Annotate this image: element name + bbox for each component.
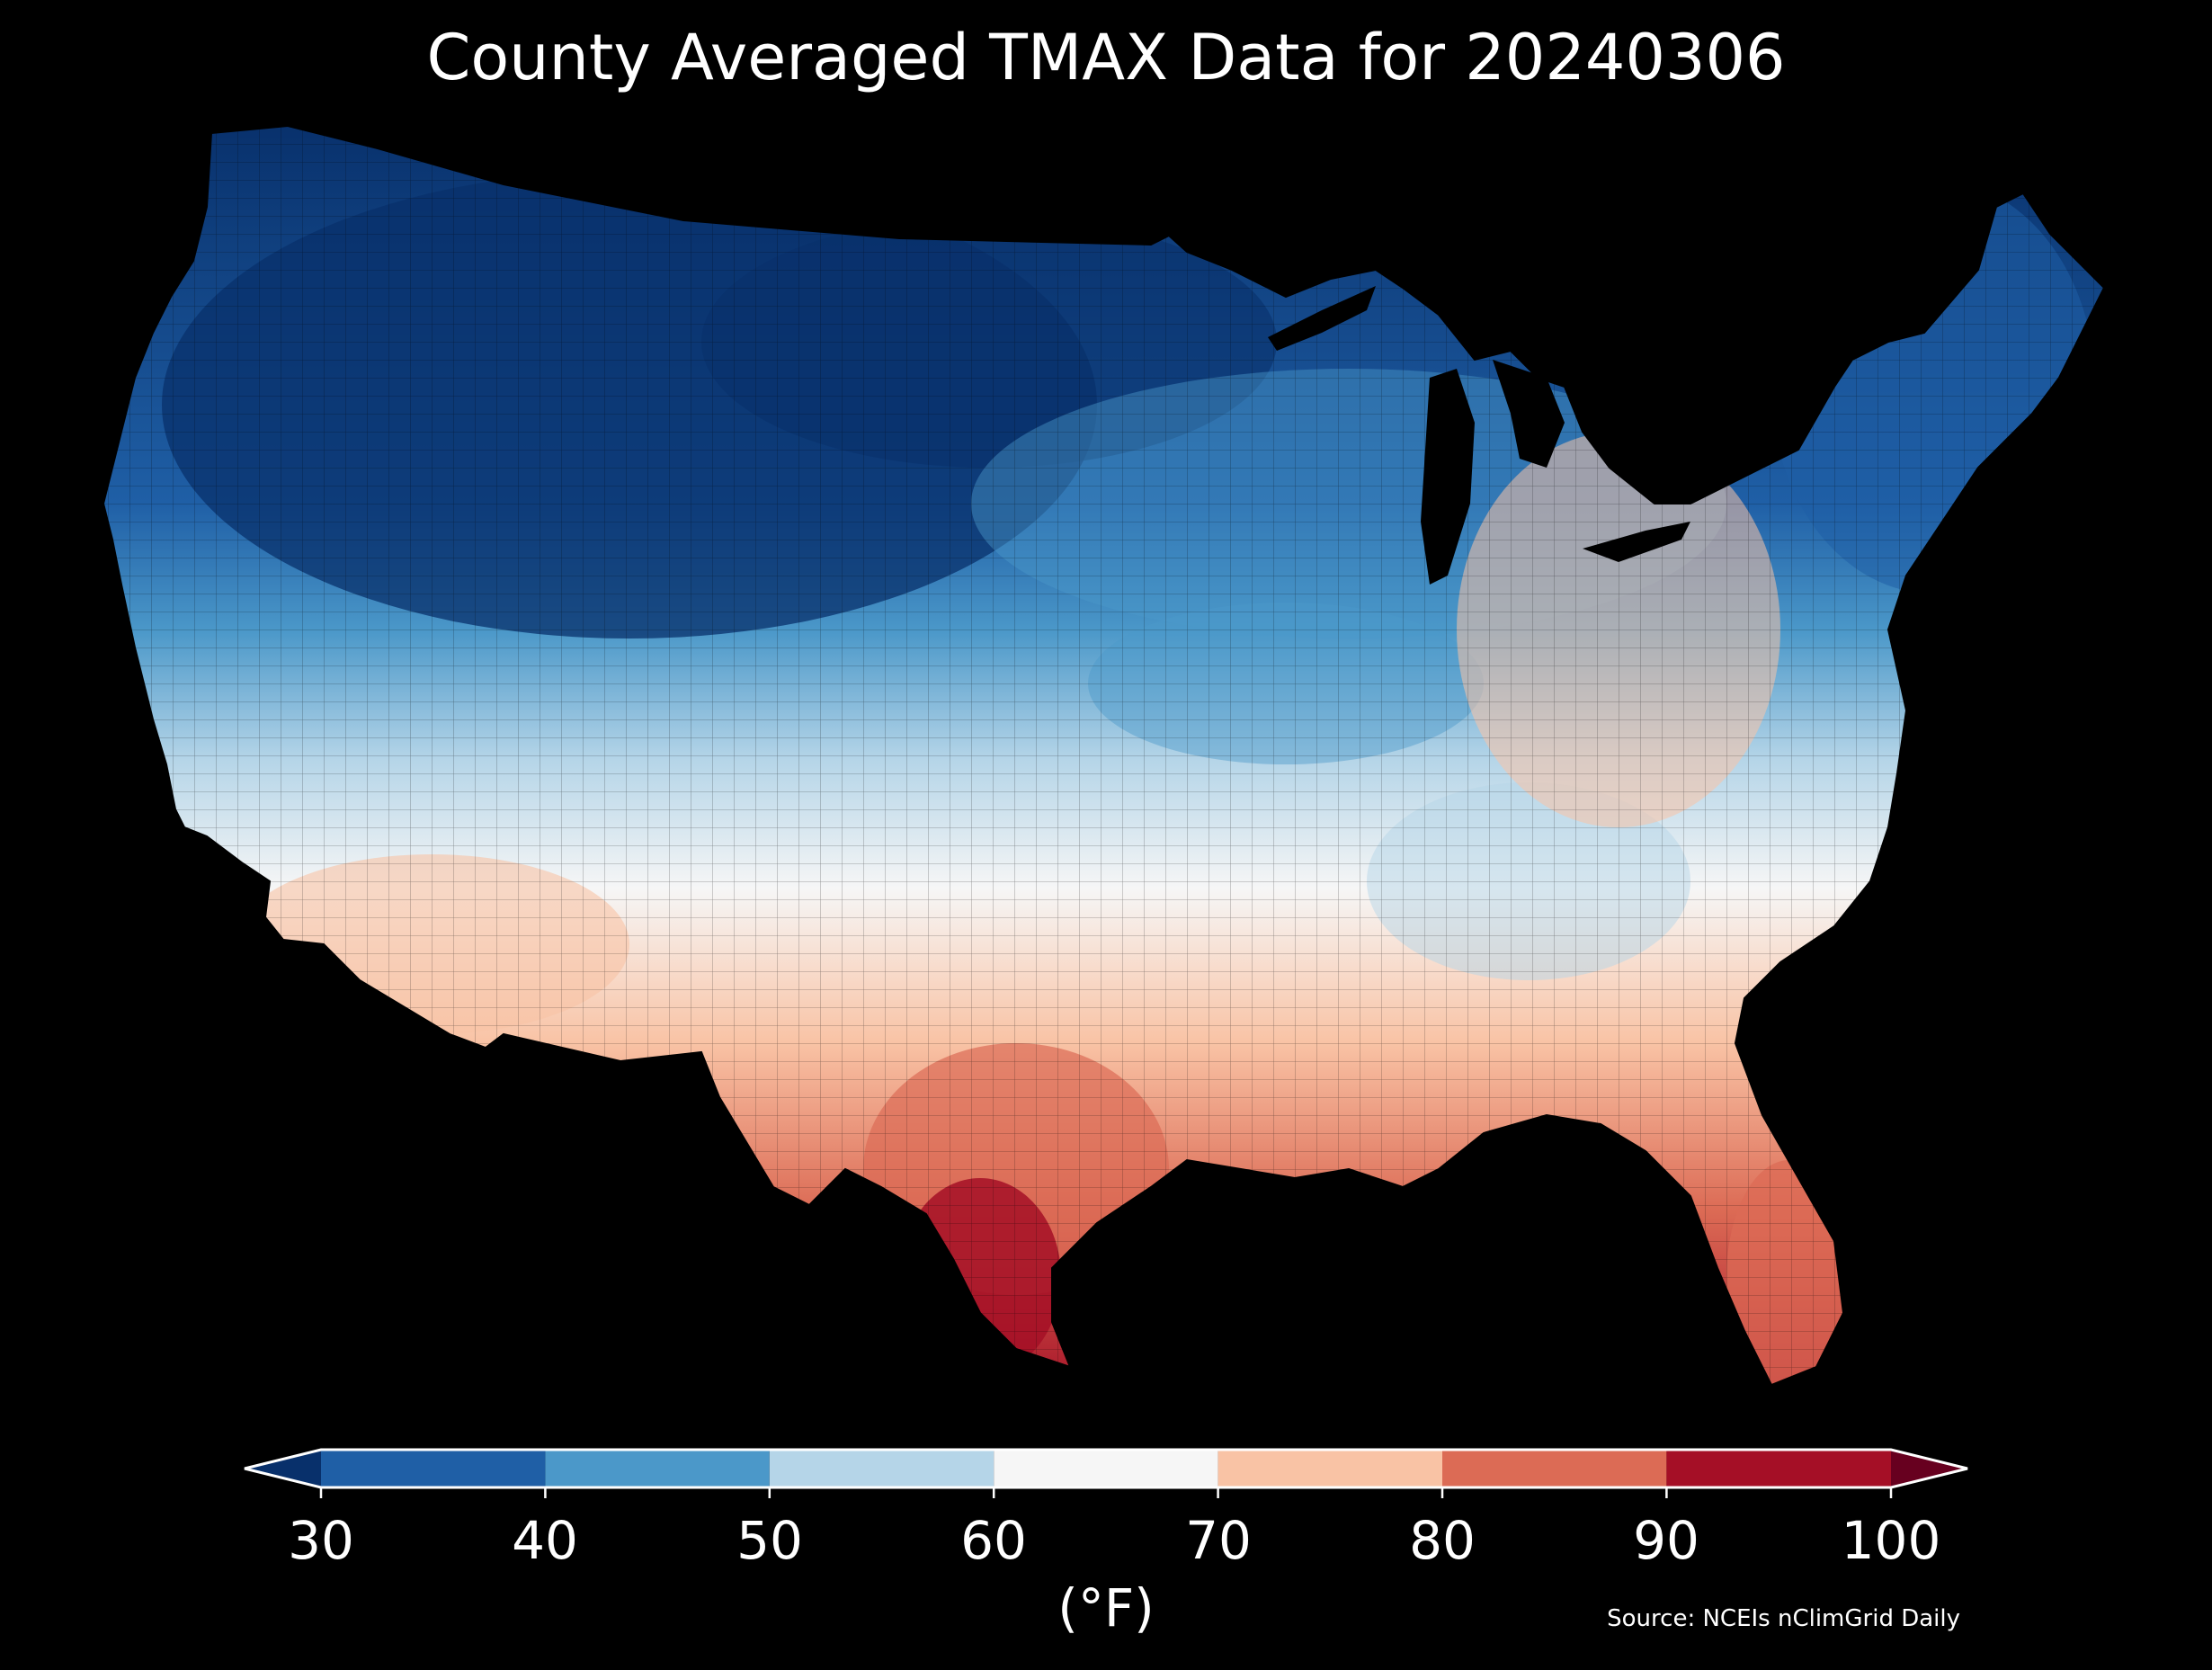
map-title: County Averaged TMAX Data for 20240306 [426, 21, 1786, 94]
lake-huron [1493, 360, 1565, 468]
lake-michigan [1421, 369, 1475, 585]
lake-erie [1583, 522, 1690, 562]
lake-superior [1268, 286, 1376, 351]
